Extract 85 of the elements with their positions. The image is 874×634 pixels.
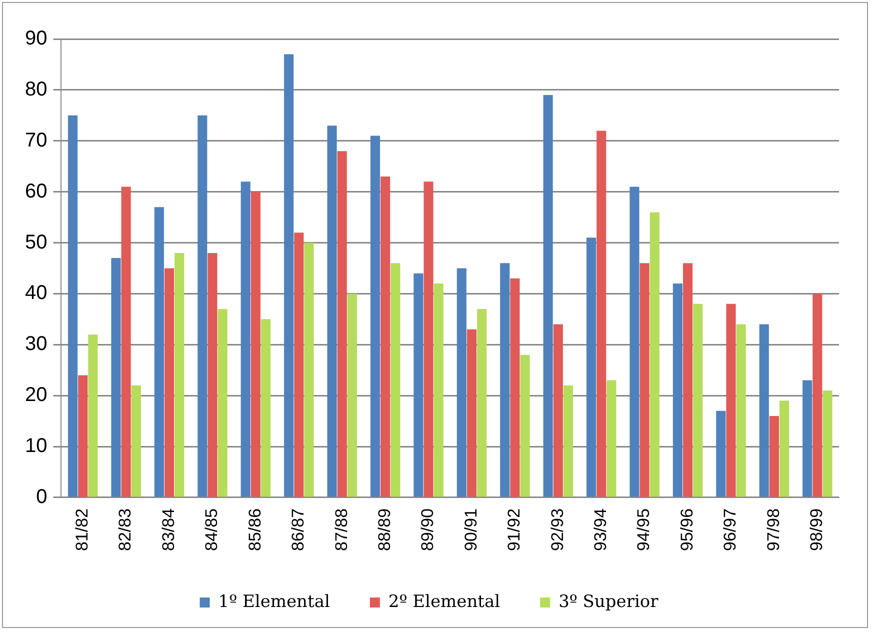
y-tick-label: 20	[24, 384, 48, 406]
y-tick-label: 80	[24, 78, 48, 100]
bar	[370, 136, 380, 497]
bar	[553, 324, 563, 497]
bar	[672, 284, 682, 497]
y-tick-label: 10	[24, 435, 48, 458]
bar	[434, 284, 444, 497]
bar	[779, 400, 790, 497]
legend-label: 2º Elemental	[388, 592, 500, 612]
x-tick-label: 89/90	[418, 508, 438, 552]
bar	[802, 380, 812, 497]
bar	[543, 95, 553, 497]
x-tick-label: 95/96	[677, 508, 696, 552]
bar	[682, 263, 693, 497]
bar	[822, 390, 832, 497]
x-tick-label: 87/88	[332, 508, 351, 552]
y-tick-label: 70	[24, 129, 48, 152]
bar	[596, 130, 606, 497]
y-tick-label: 30	[24, 333, 48, 356]
bar	[327, 126, 337, 497]
bar	[640, 263, 650, 497]
bar	[759, 324, 769, 497]
bar	[606, 380, 616, 497]
bar	[456, 268, 466, 497]
legend-label: 1º Elemental	[218, 592, 330, 612]
bar	[380, 176, 390, 497]
bar	[477, 308, 487, 497]
x-tick-label: 82/83	[116, 508, 135, 552]
bar	[88, 334, 98, 497]
x-tick-label: 97/98	[764, 508, 783, 552]
bar	[337, 151, 347, 497]
bar	[68, 115, 78, 497]
bar	[131, 385, 141, 497]
y-tick-label: 50	[24, 231, 48, 254]
x-tick-label: 86/87	[288, 508, 308, 552]
bar	[736, 324, 746, 497]
bar	[111, 258, 121, 497]
bar	[121, 186, 131, 497]
bar	[164, 268, 174, 497]
x-tick-label: 92/93	[548, 508, 567, 552]
x-tick-label: 81/82	[72, 508, 92, 552]
bar	[240, 182, 250, 497]
bar	[650, 212, 660, 497]
bar	[347, 294, 357, 497]
bar	[174, 252, 184, 497]
bar	[208, 252, 218, 497]
bar	[304, 242, 314, 497]
bar	[198, 115, 208, 497]
x-tick-label: 83/84	[158, 508, 178, 552]
bar	[693, 304, 703, 497]
legend-label: 3º Superior	[558, 592, 660, 612]
bar	[284, 54, 294, 497]
bar	[812, 294, 822, 497]
bar	[414, 273, 424, 497]
bar	[154, 207, 164, 497]
x-tick-label: 84/85	[202, 508, 222, 552]
y-tick-label: 60	[24, 180, 48, 202]
bar	[424, 182, 434, 497]
bar	[563, 385, 574, 497]
x-tick-label: 85/86	[245, 508, 264, 552]
bar	[520, 354, 530, 497]
x-tick-label: 93/94	[591, 508, 610, 552]
x-tick-label: 94/95	[634, 508, 654, 552]
x-tick-label: 90/91	[461, 508, 480, 552]
bar	[769, 416, 779, 497]
bar	[726, 304, 736, 497]
bar	[390, 263, 400, 497]
bar	[466, 329, 477, 497]
bar	[500, 263, 510, 497]
bar	[78, 375, 88, 497]
x-tick-label: 98/99	[807, 508, 826, 552]
y-tick-label: 90	[24, 28, 48, 50]
bar	[586, 238, 596, 497]
y-tick-label: 40	[24, 282, 48, 304]
y-tick-label: 0	[36, 486, 48, 508]
bar	[716, 410, 726, 497]
x-tick-label: 88/89	[375, 508, 394, 552]
bar	[218, 308, 228, 497]
x-tick-label: 96/97	[720, 508, 740, 552]
bar	[510, 278, 520, 497]
bar	[260, 319, 271, 497]
bar	[630, 186, 640, 497]
bar	[250, 192, 260, 497]
x-tick-label: 91/92	[504, 508, 524, 552]
bar	[294, 232, 304, 497]
